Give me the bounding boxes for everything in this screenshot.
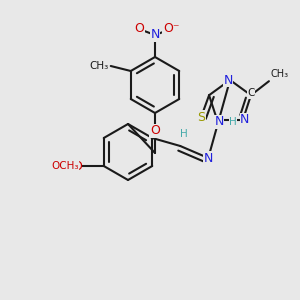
Text: O⁻: O⁻ (163, 22, 179, 35)
Text: O: O (72, 160, 82, 172)
Text: N: N (214, 115, 224, 128)
Text: N: N (150, 28, 160, 41)
Text: N: N (240, 113, 250, 126)
Text: O: O (134, 22, 144, 35)
Text: C: C (247, 88, 255, 98)
Text: N: N (223, 74, 233, 86)
Text: H: H (229, 117, 237, 127)
Text: CH₃: CH₃ (271, 69, 289, 79)
Text: CH₃: CH₃ (89, 61, 109, 71)
Text: N: N (204, 152, 213, 164)
Text: O: O (150, 124, 160, 137)
Text: OCH₃: OCH₃ (51, 161, 79, 171)
Text: S: S (197, 111, 205, 124)
Text: H: H (180, 129, 188, 139)
